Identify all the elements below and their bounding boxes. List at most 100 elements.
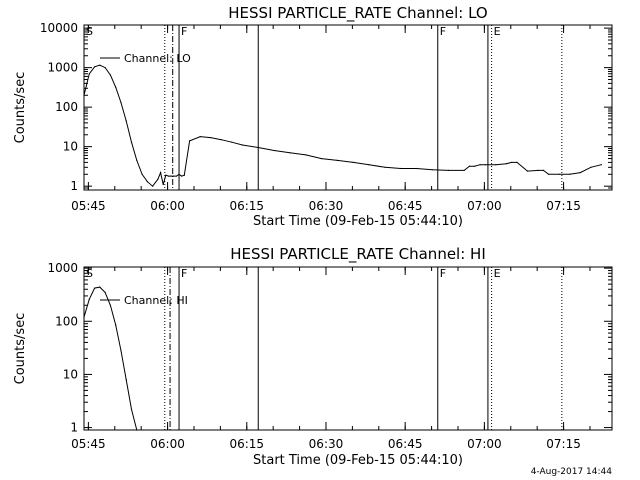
series-point xyxy=(146,181,148,183)
y-tick-label: 1 xyxy=(70,179,78,193)
series-point xyxy=(162,183,164,186)
series-point xyxy=(273,149,275,152)
lo-channel-chart: HESSI PARTICLE_RATE Channel: LO Counts/se… xyxy=(13,4,613,229)
x-tick-label: 06:00 xyxy=(150,199,185,213)
series-point xyxy=(181,175,183,177)
event-marker-label: F xyxy=(440,25,446,38)
series-point xyxy=(83,316,85,318)
series-point xyxy=(537,169,539,171)
series-point xyxy=(579,172,581,174)
series-point xyxy=(590,166,592,168)
hi-channel-chart: HESSI PARTICLE_RATE Channel: HI Counts/se… xyxy=(13,245,613,468)
event-marker-label: E xyxy=(494,267,501,280)
series-point xyxy=(83,94,85,96)
y-tick-label: 1000 xyxy=(47,61,78,75)
x-axis-label: Start Time (09-Feb-15 05:44:10) xyxy=(253,214,463,229)
x-tick-label: 05:45 xyxy=(71,437,106,451)
y-tick-label: 1000 xyxy=(47,261,78,275)
series-point xyxy=(136,159,138,161)
series-point xyxy=(120,102,122,104)
y-tick-label: 100 xyxy=(55,100,78,114)
x-tick-label: 07:15 xyxy=(546,437,581,451)
series-point xyxy=(516,161,518,163)
series-point xyxy=(136,429,138,431)
series-point xyxy=(109,304,111,306)
series-line xyxy=(83,64,602,187)
series-point xyxy=(130,141,133,143)
x-tick-label: 06:45 xyxy=(388,199,423,213)
event-marker-label: E xyxy=(494,25,501,38)
series-point xyxy=(495,164,497,166)
series-point xyxy=(569,173,571,175)
series-point xyxy=(160,172,162,174)
x-tick-label: 07:00 xyxy=(467,199,502,213)
series-point xyxy=(257,146,259,149)
series-point xyxy=(199,136,201,138)
event-marker-label: F xyxy=(440,267,446,280)
series-point xyxy=(526,170,529,172)
y-tick-label: 10000 xyxy=(40,21,78,35)
series-point xyxy=(511,161,513,163)
series-point xyxy=(141,173,143,175)
y-tick-label: 10 xyxy=(63,367,78,381)
x-tick-label: 06:30 xyxy=(309,199,344,213)
series-point xyxy=(183,174,185,176)
series-point xyxy=(88,298,90,300)
series-point xyxy=(368,164,370,166)
series-point xyxy=(88,73,90,75)
series-point xyxy=(173,175,175,177)
x-tick-label: 07:15 xyxy=(546,199,581,213)
x-tick-label: 06:00 xyxy=(150,437,185,451)
y-axis-label: Counts/sec xyxy=(13,72,28,144)
footer-date: 4-Aug-2017 14:44 xyxy=(531,467,613,477)
x-axis-label: Start Time (09-Feb-15 05:44:10) xyxy=(253,453,463,468)
event-marker-label: F xyxy=(181,25,187,38)
series-point xyxy=(170,175,172,177)
series-point xyxy=(189,140,191,142)
series-point xyxy=(104,291,106,293)
series-point xyxy=(94,66,96,68)
chart-title: HESSI PARTICLE_RATE Channel: HI xyxy=(230,245,486,264)
series-line xyxy=(83,286,138,431)
series-point xyxy=(384,166,386,168)
series-point xyxy=(474,165,476,167)
series-point xyxy=(447,169,449,171)
series-point xyxy=(600,164,603,166)
y-tick-label: 10 xyxy=(63,140,78,154)
legend-label: Channel: HI xyxy=(124,294,188,307)
series-point xyxy=(241,144,243,146)
series-point xyxy=(99,64,101,66)
x-tick-label: 06:45 xyxy=(388,437,423,451)
legend-label: Channel: LO xyxy=(124,52,191,65)
series-point xyxy=(231,141,233,143)
series-point xyxy=(175,175,177,177)
y-axis-label: Counts/sec xyxy=(13,313,28,385)
event-marker-label: F xyxy=(181,267,187,280)
plot-frame xyxy=(83,24,613,191)
chart-title: HESSI PARTICLE_RATE Channel: LO xyxy=(228,4,487,23)
series-point xyxy=(400,167,402,170)
series-point xyxy=(505,163,507,165)
series-point xyxy=(416,167,418,170)
series-point xyxy=(484,164,486,166)
series-point xyxy=(125,379,127,381)
series-point xyxy=(115,86,117,88)
series-point xyxy=(115,324,117,326)
series-point xyxy=(94,287,96,289)
series-point xyxy=(352,161,354,163)
series-point xyxy=(178,173,180,175)
series-point xyxy=(558,173,560,175)
x-tick-label: 05:45 xyxy=(71,199,106,213)
series-point xyxy=(167,175,170,177)
series-point xyxy=(99,286,101,288)
series-point xyxy=(289,152,291,154)
series-point xyxy=(542,169,545,171)
series-point xyxy=(468,165,470,167)
x-tick-label: 06:15 xyxy=(229,199,264,213)
series-point xyxy=(109,74,111,76)
series-point xyxy=(157,178,159,180)
series-point xyxy=(220,139,222,141)
series-point xyxy=(548,173,550,175)
series-point xyxy=(336,159,338,161)
x-tick-label: 06:30 xyxy=(309,437,344,451)
